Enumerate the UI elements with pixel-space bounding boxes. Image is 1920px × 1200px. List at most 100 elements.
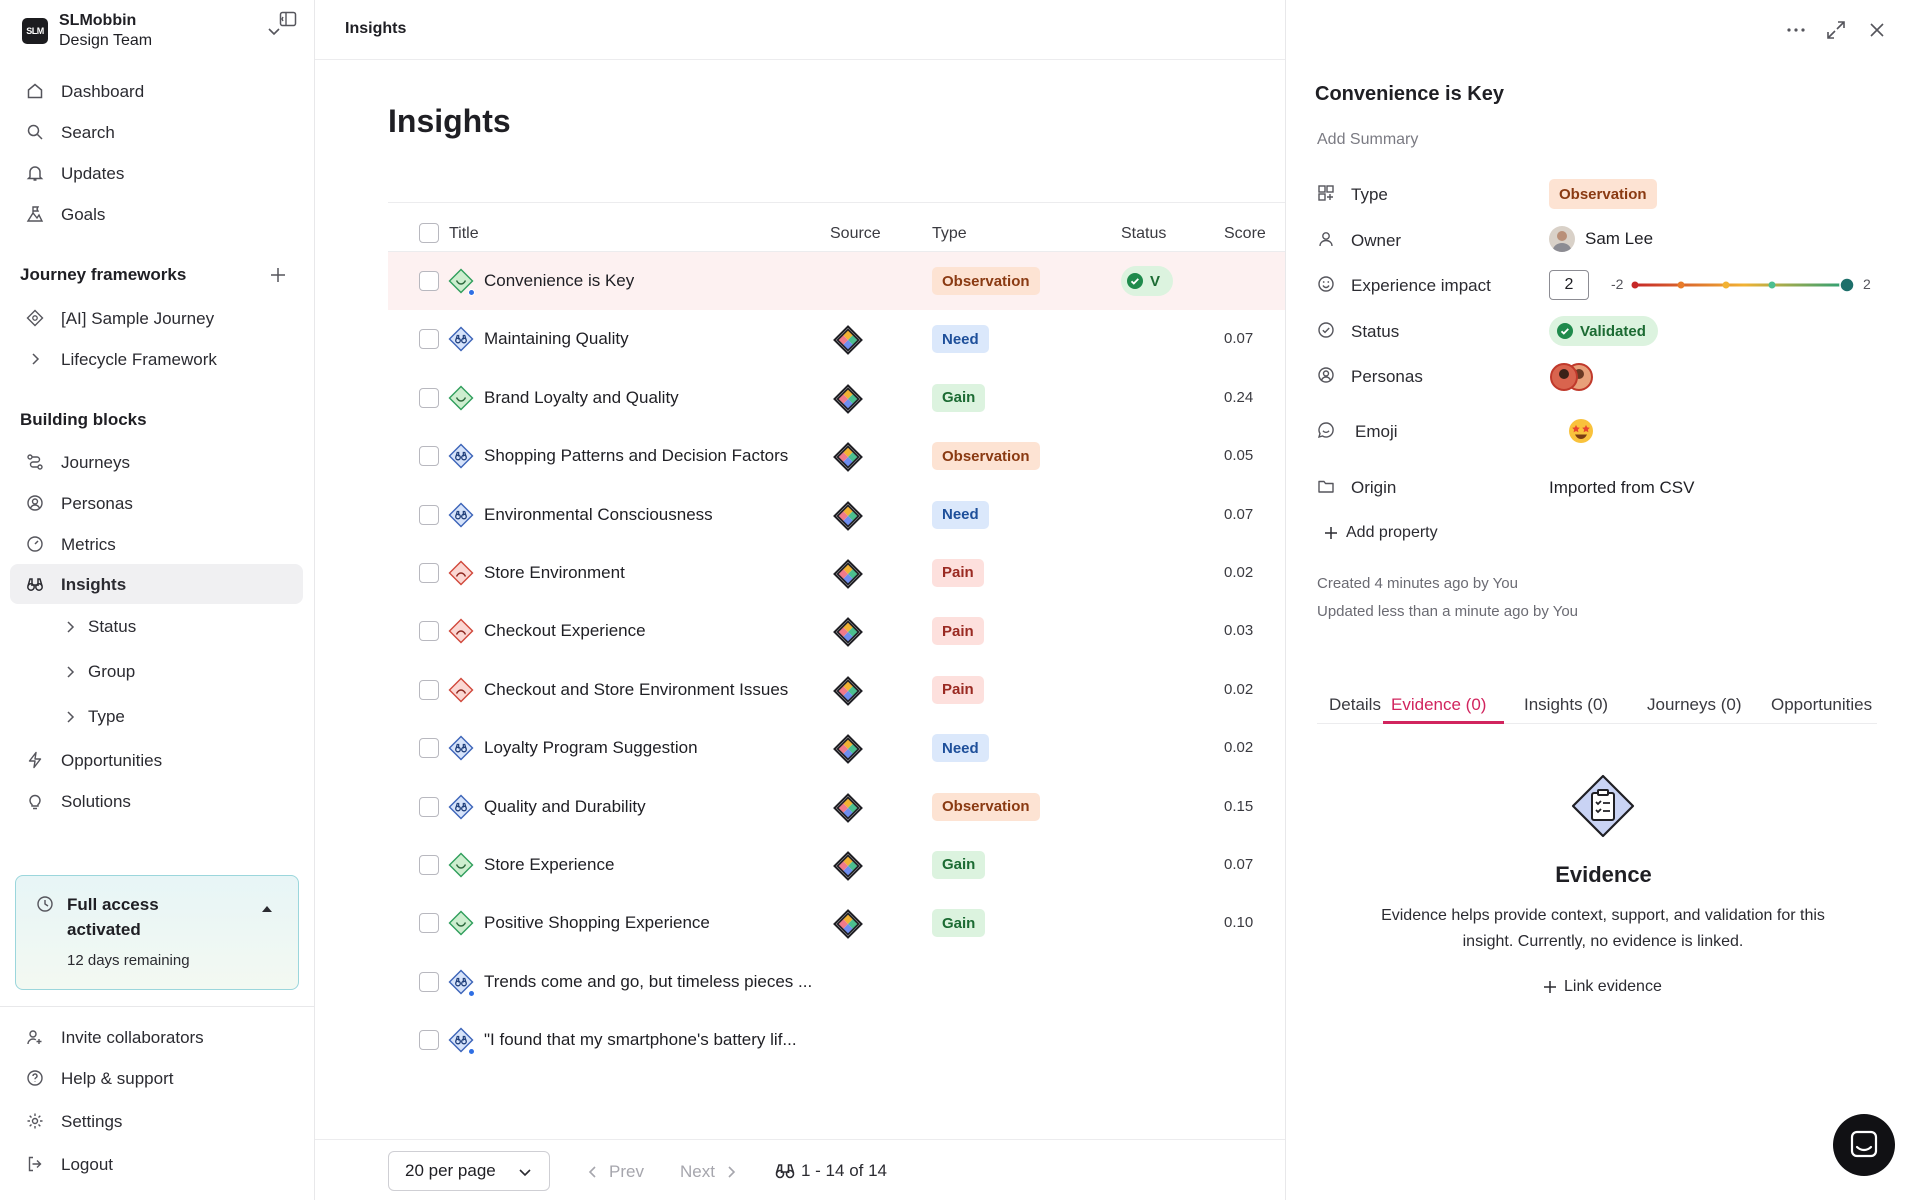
nav-sample-journey[interactable]: [AI] Sample Journey xyxy=(10,298,303,338)
select-all-checkbox[interactable] xyxy=(419,223,439,243)
row-title[interactable]: Positive Shopping Experience xyxy=(484,913,710,933)
header-type[interactable]: Type xyxy=(932,225,967,242)
table-row[interactable]: Convenience is Key Observation V xyxy=(388,252,1285,311)
type-badge[interactable]: Need xyxy=(932,500,989,529)
table-row[interactable]: Quality and Durability Observation 0.15 xyxy=(388,778,1285,836)
type-badge[interactable]: Need xyxy=(932,325,989,354)
owner-value[interactable]: Sam Lee xyxy=(1549,226,1653,252)
table-row[interactable]: Checkout Experience Pain 0.03 xyxy=(388,602,1285,660)
row-title[interactable]: Quality and Durability xyxy=(484,796,646,816)
prev-button[interactable]: Prev xyxy=(585,1162,644,1182)
row-checkbox[interactable] xyxy=(419,854,439,875)
source-logo-icon[interactable] xyxy=(833,500,863,531)
row-title[interactable]: Trends come and go, but timeless pieces … xyxy=(484,971,813,991)
trial-banner[interactable]: Full access activated 12 days remaining xyxy=(15,875,299,990)
tab-evidence[interactable]: Evidence (0) xyxy=(1391,695,1487,714)
row-title[interactable]: Store Experience xyxy=(484,854,615,874)
chat-launcher-button[interactable] xyxy=(1833,1114,1895,1176)
row-checkbox[interactable] xyxy=(419,504,439,525)
table-row[interactable]: Store Experience Gain 0.07 xyxy=(388,836,1285,894)
chevron-down-icon[interactable] xyxy=(265,22,283,40)
persona-avatar-stack[interactable] xyxy=(1549,362,1597,392)
row-checkbox[interactable] xyxy=(419,446,439,467)
source-logo-icon[interactable] xyxy=(833,734,863,765)
header-source[interactable]: Source xyxy=(830,225,881,242)
row-title[interactable]: Environmental Consciousness xyxy=(484,504,713,524)
next-button[interactable]: Next xyxy=(680,1162,739,1182)
header-status[interactable]: Status xyxy=(1121,225,1167,242)
nav-journeys[interactable]: Journeys xyxy=(10,442,303,482)
type-badge[interactable]: Gain xyxy=(932,850,986,879)
row-checkbox[interactable] xyxy=(419,271,439,291)
tab-opportunities[interactable]: Opportunities (0) xyxy=(1771,695,1877,714)
row-title[interactable]: Checkout Experience xyxy=(484,621,646,641)
nav-lifecycle-framework[interactable]: Lifecycle Framework xyxy=(10,339,303,379)
close-icon[interactable] xyxy=(1865,18,1889,42)
row-checkbox[interactable] xyxy=(419,621,439,642)
star-struck-emoji-icon[interactable] xyxy=(1567,417,1595,445)
row-checkbox[interactable] xyxy=(419,738,439,759)
row-title[interactable]: Checkout and Store Environment Issues xyxy=(484,679,789,699)
table-row[interactable]: Positive Shopping Experience Gain 0.10 xyxy=(388,894,1285,952)
header-score[interactable]: Score xyxy=(1224,225,1266,242)
nav-sub-group[interactable]: Group xyxy=(62,656,135,688)
source-logo-icon[interactable] xyxy=(833,559,863,589)
source-logo-icon[interactable] xyxy=(833,617,863,648)
add-framework-plus-icon[interactable] xyxy=(268,265,288,285)
row-checkbox[interactable] xyxy=(419,971,439,992)
nav-updates[interactable]: Updates xyxy=(10,153,303,193)
nav-help-support[interactable]: Help & support xyxy=(10,1058,303,1098)
persona-avatars[interactable] xyxy=(1549,362,1597,397)
row-checkbox[interactable] xyxy=(419,562,439,583)
type-badge[interactable]: Need xyxy=(932,734,989,763)
table-row[interactable]: Shopping Patterns and Decision Factors Ob… xyxy=(388,427,1285,485)
nav-insights[interactable]: Insights xyxy=(10,564,303,604)
more-options-icon[interactable] xyxy=(1784,18,1808,42)
per-page-select[interactable]: 20 per page xyxy=(388,1151,550,1191)
row-title[interactable]: Shopping Patterns and Decision Factors xyxy=(484,446,789,466)
nav-settings[interactable]: Settings xyxy=(10,1101,303,1141)
row-title[interactable]: Loyalty Program Suggestion xyxy=(484,738,698,758)
source-logo-icon[interactable] xyxy=(833,850,863,881)
source-logo-icon[interactable] xyxy=(833,675,863,706)
type-badge[interactable]: Gain xyxy=(932,383,986,412)
row-title[interactable]: Maintaining Quality xyxy=(484,329,629,349)
type-badge[interactable]: Pain xyxy=(932,558,984,587)
type-badge[interactable]: Observation xyxy=(1549,179,1657,209)
nav-personas[interactable]: Personas xyxy=(10,483,303,523)
row-title[interactable]: Brand Loyalty and Quality xyxy=(484,387,679,407)
table-row[interactable]: "I found that my smartphone's battery li… xyxy=(388,1011,1285,1069)
table-row[interactable]: Store Environment Pain 0.02 xyxy=(388,544,1285,602)
source-logo-icon[interactable] xyxy=(833,325,863,356)
source-logo-icon[interactable] xyxy=(833,909,863,940)
row-checkbox[interactable] xyxy=(419,913,439,934)
impact-slider[interactable] xyxy=(1631,276,1861,294)
source-logo-icon[interactable] xyxy=(833,383,863,414)
summary-input[interactable]: Add Summary xyxy=(1317,131,1419,148)
nav-search[interactable]: Search xyxy=(10,112,303,152)
row-checkbox[interactable] xyxy=(419,1030,439,1051)
row-checkbox[interactable] xyxy=(419,387,439,408)
row-checkbox[interactable] xyxy=(419,796,439,817)
status-value[interactable]: Validated xyxy=(1549,316,1658,346)
row-title[interactable]: Store Environment xyxy=(484,562,625,582)
row-title[interactable]: "I found that my smartphone's battery li… xyxy=(484,1030,797,1050)
nav-metrics[interactable]: Metrics xyxy=(10,524,303,564)
chevron-right-icon[interactable] xyxy=(26,350,44,368)
row-checkbox[interactable] xyxy=(419,329,439,350)
row-checkbox[interactable] xyxy=(419,679,439,700)
source-logo-icon[interactable] xyxy=(833,442,863,473)
nav-logout[interactable]: Logout xyxy=(10,1144,303,1184)
nav-goals[interactable]: Goals xyxy=(10,194,303,234)
tab-journeys[interactable]: Journeys (0) xyxy=(1647,695,1742,714)
nav-opportunities[interactable]: Opportunities xyxy=(10,740,303,780)
table-row[interactable]: Loyalty Program Suggestion Need 0.02 xyxy=(388,719,1285,777)
nav-dashboard[interactable]: Dashboard xyxy=(10,71,303,111)
header-title[interactable]: Title xyxy=(449,225,479,242)
type-badge[interactable]: Pain xyxy=(932,675,984,704)
table-row[interactable]: Trends come and go, but timeless pieces … xyxy=(388,953,1285,1011)
tab-details[interactable]: Details xyxy=(1329,695,1381,714)
status-pill[interactable]: Validated xyxy=(1549,316,1658,346)
impact-input[interactable]: 2 xyxy=(1549,270,1589,300)
table-row[interactable]: Maintaining Quality Need 0.07 xyxy=(388,310,1285,368)
